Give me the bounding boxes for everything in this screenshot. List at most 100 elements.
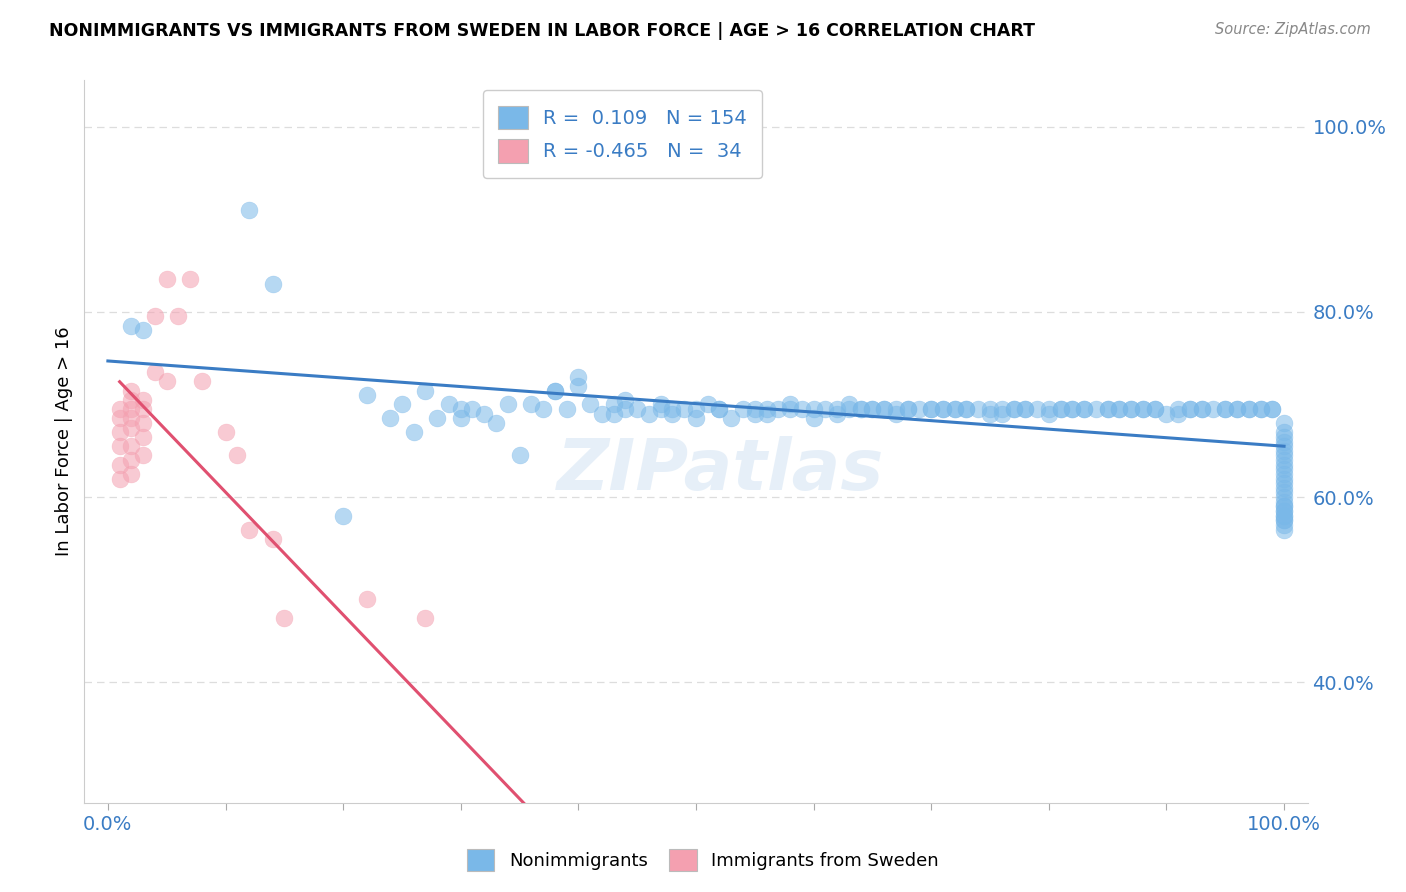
Point [1026, 402, 1049, 417]
Point [1097, 402, 1119, 417]
Point [1272, 508, 1295, 523]
Point [1178, 402, 1201, 417]
Point [1108, 402, 1130, 417]
Point [1237, 402, 1260, 417]
Point [1272, 467, 1295, 481]
Point [415, 610, 437, 624]
Point [1272, 500, 1295, 514]
Point [1132, 402, 1154, 417]
Point [120, 467, 142, 481]
Point [897, 402, 920, 417]
Point [191, 375, 214, 389]
Point [120, 402, 142, 417]
Point [979, 402, 1001, 417]
Point [1272, 449, 1295, 463]
Point [991, 402, 1014, 417]
Point [437, 397, 460, 411]
Point [814, 402, 837, 417]
Point [991, 407, 1014, 421]
Point [132, 323, 155, 337]
Point [1038, 402, 1060, 417]
Point [1272, 481, 1295, 495]
Point [1261, 402, 1284, 417]
Point [1084, 402, 1107, 417]
Point [731, 402, 754, 417]
Point [709, 402, 731, 417]
Point [108, 425, 131, 440]
Point [1272, 430, 1295, 444]
Point [920, 402, 942, 417]
Point [450, 411, 472, 425]
Point [1073, 402, 1095, 417]
Point [579, 397, 602, 411]
Point [132, 430, 155, 444]
Point [1049, 402, 1071, 417]
Text: NONIMMIGRANTS VS IMMIGRANTS FROM SWEDEN IN LABOR FORCE | AGE > 16 CORRELATION CH: NONIMMIGRANTS VS IMMIGRANTS FROM SWEDEN … [49, 22, 1035, 40]
Point [884, 407, 907, 421]
Point [132, 392, 155, 407]
Point [179, 272, 201, 286]
Point [779, 397, 801, 411]
Point [1156, 407, 1178, 421]
Point [120, 420, 142, 434]
Point [1108, 402, 1130, 417]
Point [825, 407, 848, 421]
Point [120, 453, 142, 467]
Point [1213, 402, 1236, 417]
Point [1272, 513, 1295, 527]
Point [932, 402, 955, 417]
Point [120, 384, 142, 398]
Point [262, 277, 284, 291]
Point [238, 523, 260, 537]
Point [1261, 402, 1284, 417]
Point [1097, 402, 1119, 417]
Point [803, 402, 825, 417]
Point [1062, 402, 1084, 417]
Point [626, 402, 648, 417]
Point [226, 449, 249, 463]
Point [1272, 458, 1295, 472]
Point [1272, 494, 1295, 508]
Point [825, 402, 848, 417]
Point [132, 402, 155, 417]
Point [496, 397, 519, 411]
Point [860, 402, 883, 417]
Point [1191, 402, 1213, 417]
Point [1143, 402, 1166, 417]
Point [450, 402, 472, 417]
Point [1272, 508, 1295, 523]
Point [1202, 402, 1225, 417]
Point [1250, 402, 1272, 417]
Point [567, 369, 589, 384]
Point [709, 402, 731, 417]
Point [650, 402, 672, 417]
Point [1191, 402, 1213, 417]
Point [332, 508, 354, 523]
Point [661, 402, 683, 417]
Point [1272, 416, 1295, 430]
Point [849, 402, 872, 417]
Point [873, 402, 896, 417]
Point [860, 402, 883, 417]
Point [120, 439, 142, 453]
Point [661, 407, 683, 421]
Point [1272, 490, 1295, 504]
Point [1272, 462, 1295, 476]
Point [908, 402, 931, 417]
Point [1002, 402, 1025, 417]
Point [979, 407, 1001, 421]
Point [1226, 402, 1249, 417]
Point [143, 365, 166, 379]
Point [120, 318, 142, 333]
Point [1049, 402, 1071, 417]
Point [1272, 504, 1295, 518]
Point [650, 397, 672, 411]
Point [1167, 402, 1189, 417]
Point [591, 407, 613, 421]
Point [1143, 402, 1166, 417]
Legend: R =  0.109   N = 154, R = -0.465   N =  34: R = 0.109 N = 154, R = -0.465 N = 34 [482, 90, 762, 178]
Point [614, 392, 637, 407]
Point [108, 439, 131, 453]
Point [485, 416, 508, 430]
Point [120, 392, 142, 407]
